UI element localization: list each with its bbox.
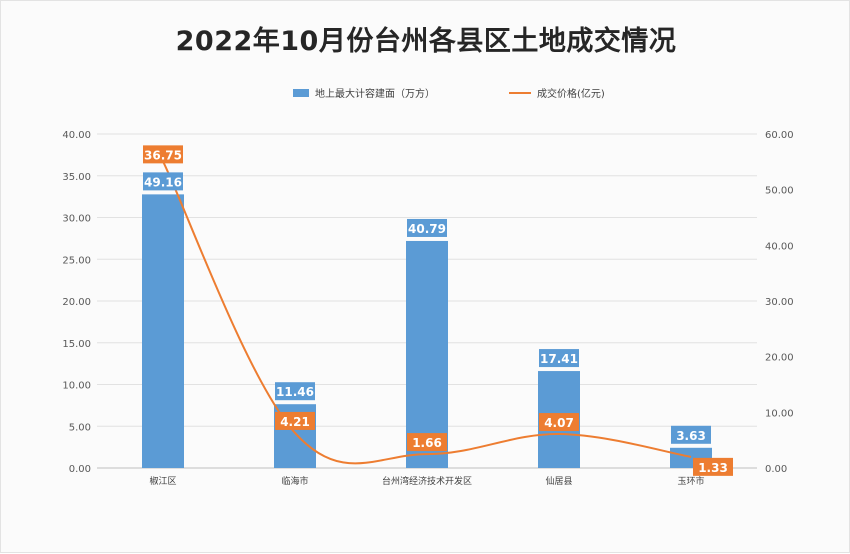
y-left-tick-label: 5.00 (69, 422, 91, 433)
y-left-tick-label: 25.00 (62, 255, 91, 266)
y-left-tick-label: 15.00 (62, 339, 91, 350)
x-category-label: 玉环市 (677, 475, 704, 487)
x-category-label: 仙居县 (545, 475, 572, 487)
line-data-label-box (275, 411, 315, 430)
bar-data-label-box (671, 425, 711, 444)
line-data-label: 1.33 (698, 461, 728, 475)
y-right-tick-label: 60.00 (765, 130, 794, 141)
x-category-label: 台州湾经济技术开发区 (382, 475, 472, 487)
line-data-label-box (693, 457, 733, 476)
x-category-label: 椒江区 (149, 475, 176, 487)
bar-data-label: 3.63 (676, 429, 706, 443)
y-right-tick-label: 50.00 (765, 186, 794, 197)
line-data-label: 1.66 (412, 436, 442, 450)
y-left-tick-label: 10.00 (62, 381, 91, 392)
y-right-tick-label: 10.00 (765, 408, 794, 419)
line-data-label: 36.75 (144, 148, 182, 162)
y-right-tick-label: 0.00 (765, 464, 787, 475)
line-data-label-box (539, 413, 579, 432)
bar-data-label-box (275, 382, 315, 401)
y-right-tick-label: 20.00 (765, 353, 794, 364)
series-line (162, 160, 692, 465)
legend-bar-swatch (293, 88, 309, 97)
y-left-tick-label: 20.00 (62, 297, 91, 308)
bar-data-label-box (539, 349, 579, 368)
legend-line-swatch (509, 91, 531, 94)
line-data-label-box (143, 145, 183, 164)
bar-data-label-box (407, 218, 447, 237)
line-data-label: 4.21 (280, 415, 310, 429)
y-left-tick-label: 40.00 (62, 130, 91, 141)
line-data-label: 4.07 (544, 416, 574, 430)
y-left-tick-label: 35.00 (62, 172, 91, 183)
line-data-label-box (407, 433, 447, 452)
legend-item-bar: 地上最大计容建面（万方） (293, 85, 435, 100)
bar-data-label: 17.41 (540, 352, 578, 366)
legend-item-line: 成交价格(亿元) (509, 85, 605, 100)
bar (406, 240, 448, 468)
x-category-label: 临海市 (281, 475, 308, 487)
bar-data-label: 40.79 (408, 222, 446, 236)
legend-bar-label: 地上最大计容建面（万方） (315, 89, 435, 100)
bar (142, 194, 184, 469)
y-left-tick-label: 30.00 (62, 214, 91, 225)
bar-data-label-box (143, 172, 183, 191)
chart-title: 2022年10月份台州各县区土地成交情况 (175, 26, 677, 57)
bar-data-label: 11.46 (276, 385, 314, 399)
y-left-tick-label: 0.00 (69, 464, 91, 475)
y-right-tick-label: 30.00 (765, 297, 794, 308)
bar-data-label: 49.16 (144, 175, 182, 189)
legend-line-label: 成交价格(亿元) (537, 89, 605, 100)
y-right-tick-label: 40.00 (765, 241, 794, 252)
